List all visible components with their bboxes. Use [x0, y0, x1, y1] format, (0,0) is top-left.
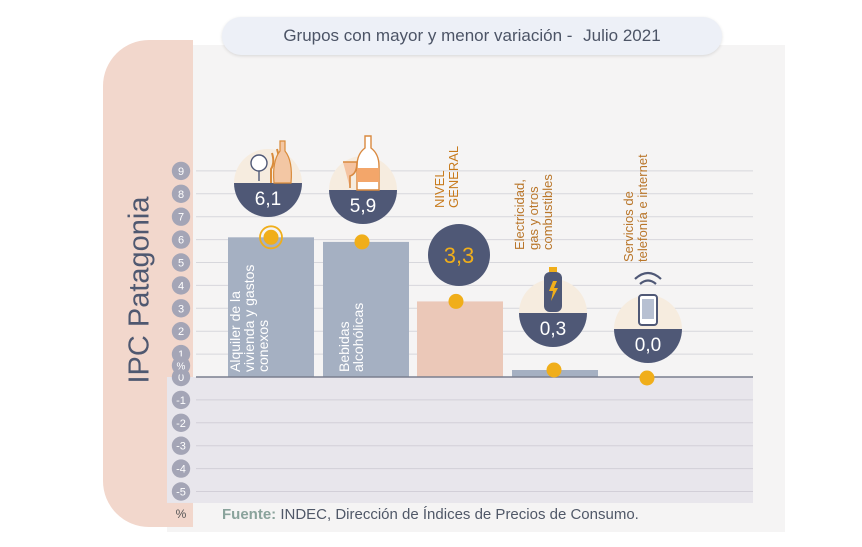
y-tick-circle: [171, 207, 191, 226]
y-tick-label: -3: [176, 441, 186, 453]
value-dot-1: [263, 229, 279, 245]
y-tick-label: 4: [178, 280, 184, 292]
y-unit-circle-label: %: [177, 362, 186, 373]
glass-bottle: [273, 140, 292, 184]
value-label-5: 0,0: [635, 335, 661, 356]
cylinder-valve: [549, 267, 557, 272]
y-tick-label: -5: [176, 487, 186, 499]
y-tick-circle: [171, 253, 191, 272]
y-tick-label: 8: [178, 189, 184, 201]
y-tick-label: 0: [178, 372, 184, 384]
chart-title: Grupos con mayor y menor variación - Jul…: [222, 17, 722, 55]
y-tick-circle: [171, 413, 191, 432]
source-note: Fuente: INDEC, Dirección de Índices de P…: [222, 506, 639, 523]
value-dot-2: [354, 234, 370, 250]
category-label-line: Electricidad,: [512, 179, 527, 250]
category-label-3: NIVEL GENERAL: [432, 146, 461, 208]
y-tick-label: 5: [178, 258, 184, 270]
bar-1: [228, 237, 314, 377]
flame: [549, 281, 558, 301]
phone-wifi-icon: [634, 271, 662, 326]
y-tick-label: 7: [178, 212, 184, 224]
value-label-3: 3,3: [444, 243, 475, 268]
category-label-line: telefonía e internet: [635, 154, 650, 262]
y-tick-circle: [171, 230, 191, 249]
category-label-4: Electricidad, gas y otros combustibles: [512, 174, 555, 250]
category-label-line: conexos: [255, 320, 271, 372]
wifi-waves: [634, 271, 662, 285]
category-label-line: Alquiler de la: [227, 291, 243, 372]
y-tick-label: 1: [178, 349, 184, 361]
category-label-line: gas y otros: [526, 186, 541, 250]
bubble-bottom: [329, 190, 397, 224]
y-tick-circle: [171, 482, 191, 501]
y-tick-label: 2: [178, 326, 184, 338]
bottles-icon: [343, 135, 380, 191]
y-tick-circle: [171, 184, 191, 203]
category-label-line: NIVEL: [432, 170, 447, 208]
y-tick-label: 9: [178, 166, 184, 178]
bubble-bottom: [234, 183, 302, 217]
category-label-line: Servicios de: [621, 191, 636, 262]
y-tick-circle: [171, 390, 191, 410]
y-tick-circle: [171, 276, 191, 295]
value-label-2: 5,9: [350, 196, 376, 217]
value-label-1: 6,1: [255, 189, 281, 210]
negative-area: [167, 377, 753, 503]
y-tick-circle: [171, 322, 191, 341]
category-label-line: alcohólicas: [350, 303, 366, 372]
bar-2: [323, 241, 409, 377]
value-dot-ring: [259, 225, 283, 250]
gas-cylinder-icon: [544, 267, 562, 312]
phone-screen: [642, 299, 654, 319]
category-label-5: Servicios de telefonía e internet: [621, 154, 650, 262]
value-label-4: 0,3: [540, 319, 566, 340]
category-label-line: GENERAL: [446, 146, 461, 208]
wine-glass: [343, 161, 358, 188]
y-unit-circle: [171, 356, 191, 375]
category-label-line: combustibles: [540, 174, 555, 250]
category-label-line: vivienda y gastos: [241, 265, 257, 372]
bottle-label: [357, 168, 379, 182]
source-text: INDEC, Dirección de Índices de Precios d…: [280, 506, 639, 523]
glass-bulb: [250, 154, 268, 172]
value-bubble-3: [428, 224, 490, 286]
category-label-line: Bebidas: [336, 321, 352, 372]
y-tick-circle: [171, 299, 191, 318]
y-tick-label: 6: [178, 235, 184, 247]
y-unit-label: %: [176, 507, 187, 521]
title-text: Grupos con mayor y menor variación: [283, 26, 563, 45]
y-tick-label: -4: [176, 464, 186, 476]
source-label: Fuente:: [222, 506, 277, 523]
value-dot-4: [546, 362, 562, 378]
y-tick-label: -2: [176, 418, 186, 430]
title-separator: -: [562, 26, 578, 45]
y-tick-label: 3: [178, 303, 184, 315]
y-tick-circle: [171, 161, 191, 181]
bubble-bottom: [614, 329, 682, 363]
title-date: Julio 2021: [583, 26, 661, 45]
y-tick-circle: [171, 436, 191, 455]
y-tick-label: -1: [176, 395, 186, 407]
value-dot-5: [639, 370, 655, 386]
bar-3: [417, 301, 503, 377]
bubble-bottom: [519, 313, 587, 347]
glassware-icon: [250, 140, 292, 184]
y-tick-circle: [171, 459, 191, 478]
value-dot-3: [448, 293, 464, 309]
